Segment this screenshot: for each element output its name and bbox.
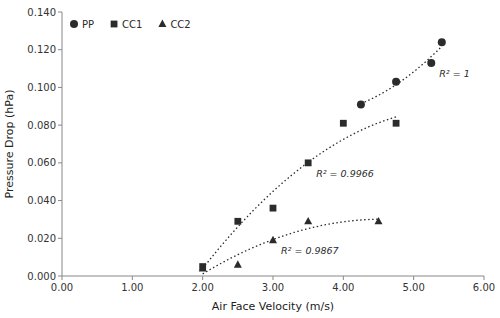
x-tick-label: 6.00 (473, 282, 495, 293)
point (340, 120, 347, 127)
y-tick (58, 125, 62, 126)
legend-marker (158, 20, 166, 27)
point (199, 264, 207, 271)
point (234, 218, 241, 225)
x-tick-label: 5.00 (403, 282, 425, 293)
annotation: R² = 0.9867 (281, 245, 339, 256)
x-tick-label: 1.00 (121, 282, 143, 293)
trend-line (203, 117, 396, 269)
x-tick (62, 276, 63, 280)
y-axis-line (62, 12, 63, 276)
y-tick-label: 0.060 (27, 157, 56, 168)
legend-label: PP (82, 19, 94, 30)
y-tick (58, 276, 62, 277)
y-tick (58, 200, 62, 201)
point (234, 260, 242, 267)
y-tick (58, 238, 62, 239)
y-tick-label: 0.040 (27, 195, 56, 206)
y-tick (58, 87, 62, 88)
y-tick-label: 0.080 (27, 120, 56, 131)
legend: PP CC1 CC2 (70, 19, 191, 30)
point (270, 205, 277, 212)
x-tick (273, 276, 274, 280)
x-tick-label: 0.00 (51, 282, 73, 293)
y-tick (58, 49, 62, 50)
legend-label: CC2 (170, 19, 190, 30)
point (438, 38, 446, 46)
x-axis-label: Air Face Velocity (m/s) (212, 300, 334, 313)
point (304, 217, 312, 224)
y-tick (58, 162, 62, 163)
y-axis-label: Pressure Drop (hPa) (3, 90, 16, 199)
legend-label: CC1 (122, 19, 142, 30)
x-tick-label: 4.00 (332, 282, 354, 293)
y-tick-label: 0.140 (27, 7, 56, 18)
point (427, 59, 435, 67)
background (0, 0, 500, 318)
legend-marker (111, 21, 118, 28)
point (305, 159, 312, 166)
x-tick (343, 276, 344, 280)
x-tick (484, 276, 485, 280)
y-tick-label: 0.020 (27, 233, 56, 244)
y-tick-label: 0.000 (27, 271, 56, 282)
x-tick (132, 276, 133, 280)
x-tick-label: 2.00 (192, 282, 214, 293)
plot-area (199, 38, 446, 274)
legend-marker (70, 20, 78, 28)
point (392, 78, 400, 86)
x-tick (202, 276, 203, 280)
y-tick-label: 0.120 (27, 44, 56, 55)
annotation: R² = 1 (439, 68, 469, 79)
point (375, 217, 383, 224)
trend-line (361, 46, 442, 103)
x-tick-label: 3.00 (262, 282, 284, 293)
trend-line (203, 219, 379, 274)
point (393, 120, 400, 127)
y-tick (58, 12, 62, 13)
y-tick-label: 0.100 (27, 82, 56, 93)
x-tick (413, 276, 414, 280)
annotation: R² = 0.9966 (316, 168, 374, 179)
point (269, 236, 277, 243)
point (357, 100, 365, 108)
